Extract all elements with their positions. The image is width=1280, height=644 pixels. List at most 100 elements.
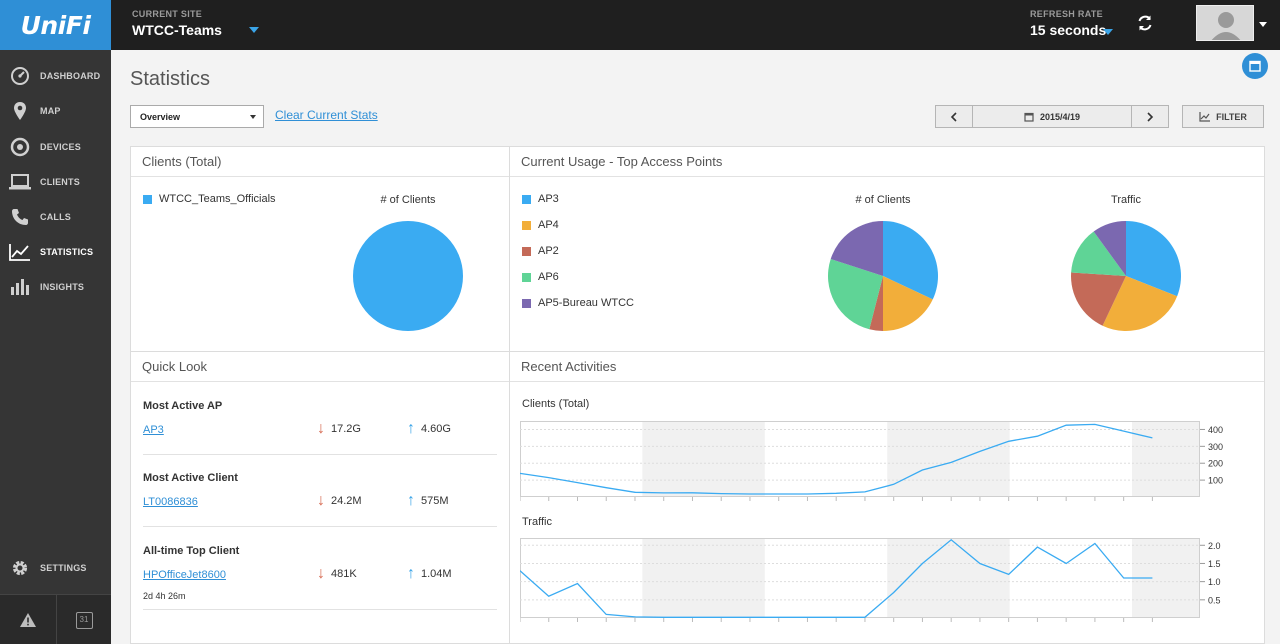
shaded-band [642, 421, 765, 497]
legend-item: AP5-Bureau WTCC [522, 297, 634, 309]
pie-slice [883, 221, 938, 300]
upload-stat: ↑ 1.04M [407, 565, 452, 583]
arrow-up-icon: ↑ [407, 492, 415, 509]
legend-item: AP4 [522, 219, 559, 231]
traffic-line-title: Traffic [522, 516, 552, 528]
sidebar-item-map[interactable]: MAP [0, 96, 111, 126]
sidebar-item-label: CALLS [40, 212, 71, 222]
legend-item: AP6 [522, 271, 559, 283]
sidebar-item-label: DEVICES [40, 142, 81, 152]
plot-frame [520, 421, 1200, 497]
ap-traffic-pie-chart [1071, 221, 1181, 331]
site-dropdown-caret-icon[interactable] [249, 27, 259, 33]
download-stat: ↓ 24.2M [317, 492, 362, 510]
legend-item: AP2 [522, 245, 559, 257]
sidebar-item-insights[interactable]: INSIGHTS [0, 272, 111, 302]
stats-view-select[interactable]: Overview [130, 105, 264, 128]
user-menu-caret-icon[interactable] [1259, 22, 1267, 27]
date-navigator: 2015/4/19 [935, 105, 1169, 128]
y-tick-label: 400 [1208, 425, 1223, 435]
alert-button[interactable] [0, 595, 55, 644]
sidebar: DASHBOARD MAP DEVICES CLIENTS CALLS STAT… [0, 50, 111, 644]
legend-label: AP3 [538, 193, 559, 205]
shaded-band [642, 538, 765, 618]
legend-item: AP3 [522, 193, 559, 205]
most-active-client-link[interactable]: LT0086836 [143, 496, 198, 508]
sidebar-item-dashboard[interactable]: DASHBOARD [0, 61, 111, 91]
y-tick-label: 200 [1208, 459, 1223, 469]
line-chart-icon [0, 243, 40, 261]
selected-date: 2015/4/19 [1039, 111, 1081, 122]
sidebar-item-clients[interactable]: CLIENTS [0, 167, 111, 197]
pie-slice [1102, 276, 1178, 331]
gear-icon [0, 558, 40, 578]
most-active-ap-section: Most Active AP AP3 ↓ 17.2G ↑ 4.60G [143, 400, 497, 460]
legend-label: AP5-Bureau WTCC [538, 297, 634, 309]
refresh-rate-value: 15 seconds [1030, 22, 1107, 38]
arrow-down-icon: ↓ [317, 565, 325, 582]
calendar-shortcut-button[interactable] [1242, 53, 1268, 79]
previous-date-button[interactable] [936, 106, 972, 127]
refresh-rate-label: REFRESH RATE [1030, 9, 1103, 19]
clients-total-heading: Clients (Total) [131, 147, 509, 177]
sidebar-item-label: CLIENTS [40, 177, 80, 187]
laptop-icon [0, 174, 40, 190]
clients-line-title: Clients (Total) [522, 398, 590, 410]
pie-slice [828, 259, 883, 330]
current-site-selector[interactable]: CURRENT SITE WTCC-Teams [132, 9, 222, 38]
most-active-ap-link[interactable]: AP3 [143, 424, 164, 436]
legend-swatch [522, 220, 531, 230]
top-access-points-panel: Current Usage - Top Access Points AP3 AP… [509, 146, 1265, 352]
date-picker-button[interactable]: 2015/4/19 [972, 106, 1132, 127]
unifi-logo[interactable]: UniFi [0, 0, 111, 50]
calendar-icon: 31 [75, 611, 93, 629]
y-tick-label: 1.0 [1208, 577, 1221, 587]
sidebar-item-statistics[interactable]: STATISTICS [0, 237, 111, 267]
arrow-down-icon: ↓ [317, 420, 325, 437]
legend-label: AP2 [538, 245, 559, 257]
pie-slice [869, 276, 883, 331]
upload-value: 575M [421, 495, 449, 507]
legend-swatch [522, 194, 531, 204]
sidebar-item-calls[interactable]: CALLS [0, 202, 111, 232]
arrow-up-icon: ↑ [407, 565, 415, 582]
traffic-line-chart: 0.5 1.0 1.5 2.0 [520, 538, 1221, 622]
section-title: Most Active AP [143, 400, 223, 412]
refresh-dropdown-caret-icon[interactable] [1103, 29, 1113, 35]
user-avatar[interactable] [1196, 5, 1254, 41]
download-stat: ↓ 17.2G [317, 420, 361, 438]
sidebar-item-label: STATISTICS [40, 247, 94, 257]
shaded-band [887, 421, 1010, 497]
shaded-band [1132, 421, 1200, 497]
sidebar-item-devices[interactable]: DEVICES [0, 132, 111, 162]
ap-clients-pie-chart [828, 221, 938, 331]
download-value: 17.2G [331, 423, 361, 435]
calendar-badge: 31 [79, 614, 89, 624]
all-time-top-client-section: All-time Top Client HPOfficeJet8600 ↓ 481… [143, 545, 497, 615]
recent-activities-heading: Recent Activities [510, 352, 1264, 382]
divider [143, 526, 497, 527]
y-tick-label: 1.5 [1208, 559, 1221, 569]
refresh-icon[interactable] [1134, 14, 1156, 36]
most-active-client-section: Most Active Client LT0086836 ↓ 24.2M ↑ 575… [143, 472, 497, 532]
y-tick-label: 2.0 [1208, 541, 1221, 551]
download-stat: ↓ 481K [317, 565, 357, 583]
ap-traffic-pie-title: Traffic [1111, 194, 1141, 206]
next-date-button[interactable] [1132, 106, 1168, 127]
sidebar-item-label: DASHBOARD [40, 71, 101, 81]
stats-view-select-value: Overview [140, 112, 181, 122]
filter-button[interactable]: FILTER [1182, 105, 1264, 128]
clear-current-stats-link[interactable]: Clear Current Stats [275, 108, 378, 122]
calendar-button[interactable]: 31 [56, 595, 111, 644]
pie-slice [883, 276, 933, 331]
y-tick-label: 0.5 [1208, 595, 1221, 605]
upload-value: 4.60G [421, 423, 451, 435]
legend-swatch [522, 272, 531, 282]
sidebar-item-settings[interactable]: SETTINGS [0, 553, 111, 583]
legend-swatch [522, 246, 531, 256]
clients-total-panel: Clients (Total) WTCC_Teams_Officials # o… [130, 146, 510, 352]
all-time-top-client-link[interactable]: HPOfficeJet8600 [143, 569, 226, 581]
refresh-rate-selector[interactable]: REFRESH RATE 15 seconds [1030, 9, 1106, 38]
series-line [520, 538, 1153, 618]
clients-pie-title: # of Clients [380, 194, 436, 206]
